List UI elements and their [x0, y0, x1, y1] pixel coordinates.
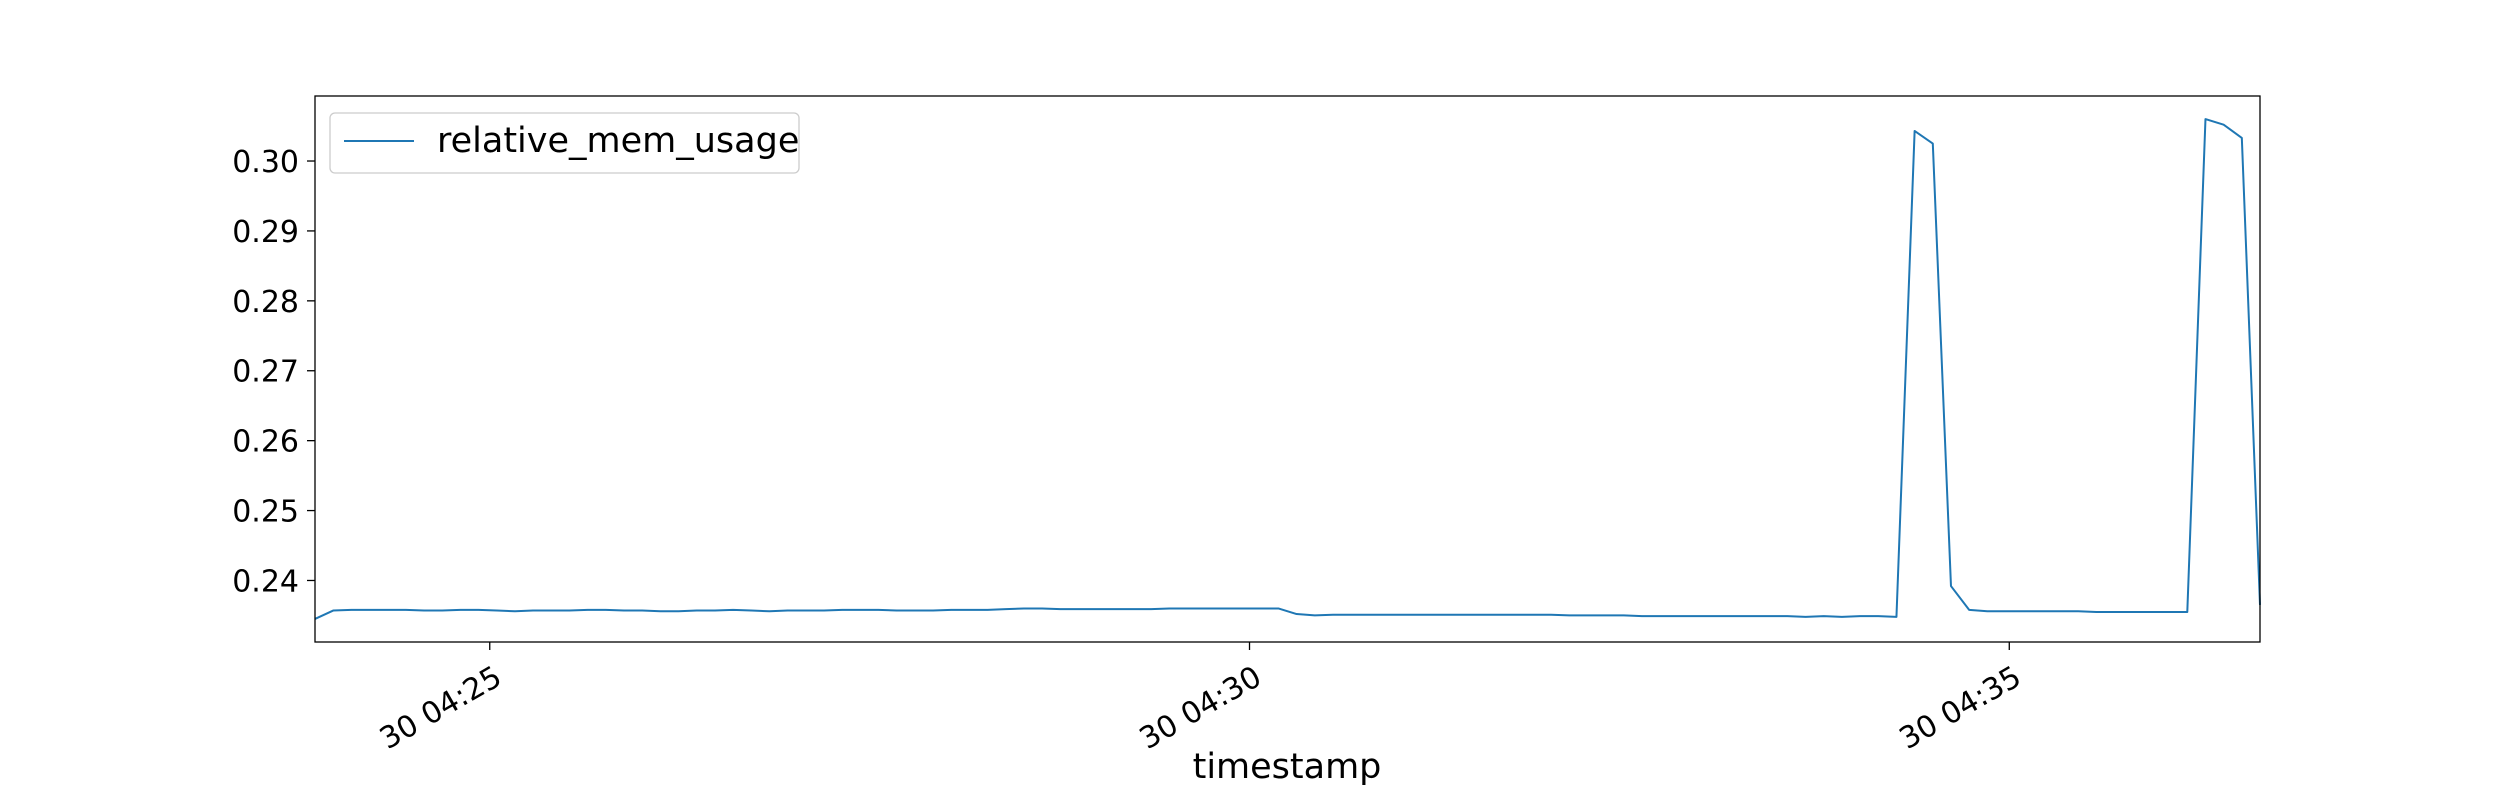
legend: relative_mem_usage	[329, 112, 800, 174]
y-tick-label: 0.25	[232, 495, 299, 530]
y-tick-label: 0.30	[232, 145, 299, 180]
y-axis: 0.24 0.25 0.26 0.27 0.28 0.29 0.30	[232, 145, 315, 599]
legend-label-relative_mem_usage: relative_mem_usage	[437, 121, 799, 161]
y-tick-label: 0.26	[232, 425, 299, 460]
x-axis-title: timestamp	[1193, 747, 1382, 787]
y-tick-label: 0.29	[232, 215, 299, 250]
plot-frame	[314, 95, 2261, 643]
series-layer	[314, 118, 2261, 620]
y-tick-label: 0.24	[232, 564, 299, 599]
legend-box	[329, 112, 800, 174]
y-tick-label: 0.28	[232, 285, 299, 320]
series-line-relative_mem_usage	[314, 118, 2261, 620]
plot-area	[315, 96, 2260, 642]
y-tick-label: 0.27	[232, 355, 299, 390]
